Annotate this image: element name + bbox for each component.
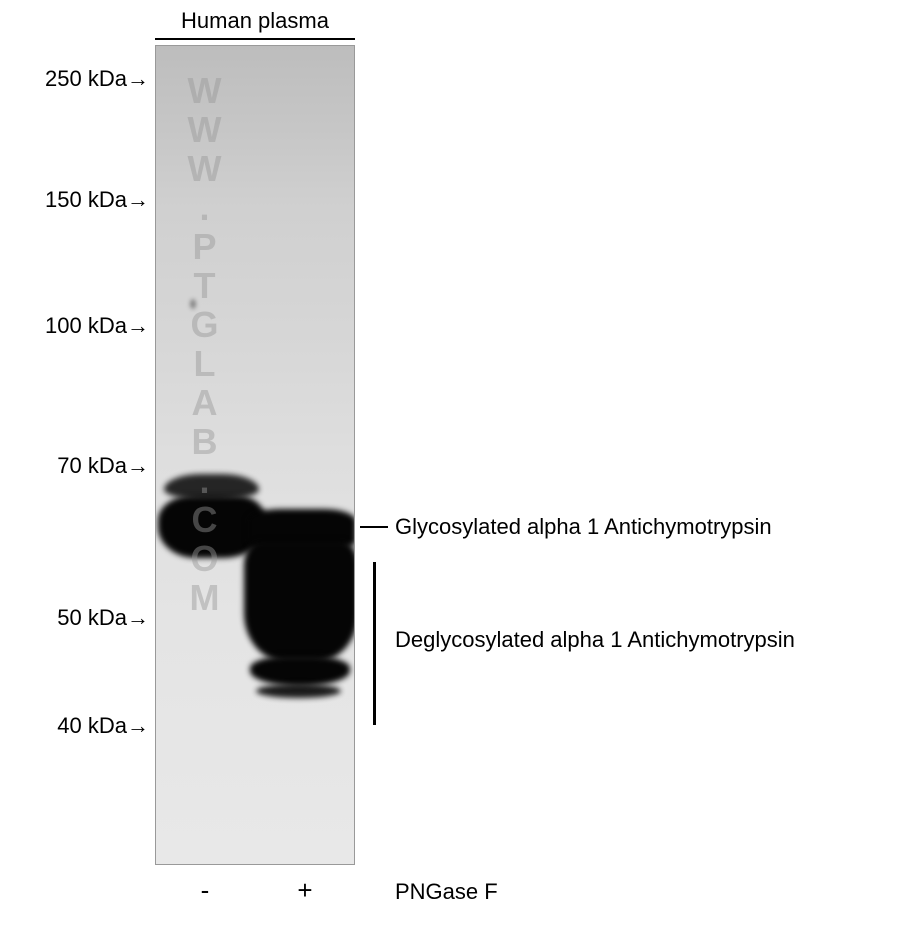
- western-blot-membrane: [155, 45, 355, 865]
- mw-150: 150 kDa→: [45, 187, 149, 213]
- lane-plus-label: +: [290, 875, 320, 906]
- mw-50: 50 kDa→: [57, 605, 149, 631]
- lane2-lower-band: [250, 656, 350, 686]
- lane2-bottom-edge: [256, 684, 341, 698]
- mw-100: 100 kDa→: [45, 313, 149, 339]
- lane-minus-label: -: [190, 875, 220, 906]
- glyco-tick: [360, 526, 388, 528]
- mw-250: 250 kDa→: [45, 66, 149, 92]
- lane2-main-smear: [244, 541, 355, 661]
- glyco-annotation: Glycosylated alpha 1 Antichymotrypsin: [395, 514, 772, 540]
- enzyme-label: PNGase F: [395, 879, 498, 905]
- faint-spot: [190, 299, 196, 309]
- mw-70: 70 kDa→: [57, 453, 149, 479]
- sample-header-label: Human plasma: [155, 8, 355, 34]
- header-underline: [155, 38, 355, 40]
- mw-40: 40 kDa→: [57, 713, 149, 739]
- deglyco-bracket: [373, 562, 376, 725]
- deglyco-annotation: Deglycosylated alpha 1 Antichymotrypsin: [395, 627, 795, 653]
